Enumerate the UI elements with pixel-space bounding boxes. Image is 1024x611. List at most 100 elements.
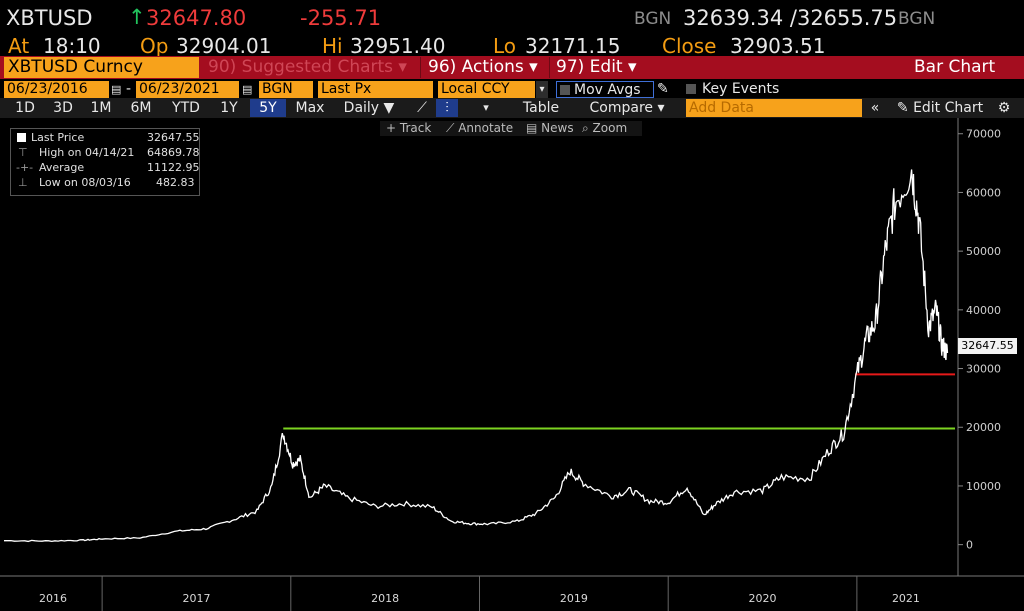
chart-legend: Last Price 32647.55 ⊤ High on 04/14/21 6… — [10, 128, 200, 196]
source-label-left: BGN — [634, 9, 672, 29]
mov-avgs-toggle[interactable]: Mov Avgs — [556, 81, 654, 98]
legend-high-label: High on 04/14/21 — [39, 146, 135, 159]
legend-last-price-label: Last Price — [31, 131, 85, 144]
legend-high-value: 64869.78 — [147, 146, 200, 159]
news-icon: ▤ — [526, 121, 542, 135]
ticker-symbol: XBTUSD — [6, 6, 93, 30]
edit-chart-button[interactable]: ✎ Edit Chart — [890, 99, 990, 117]
news-tool[interactable]: ▤ News — [526, 121, 574, 136]
checkbox-icon — [686, 84, 696, 94]
end-date-field[interactable]: 06/23/2021 — [136, 81, 239, 98]
y-tick-label: 70000 — [966, 128, 1001, 141]
gear-icon[interactable]: ⚙ — [997, 100, 1011, 116]
crosshair-icon: + — [386, 121, 400, 135]
track-tool[interactable]: + Track — [386, 121, 431, 136]
range-button-1y[interactable]: 1Y — [220, 100, 238, 116]
annotate-label: Annotate — [458, 121, 514, 135]
range-button-max[interactable]: Max — [295, 100, 325, 116]
y-tick-label: 0 — [966, 539, 973, 552]
field-selector[interactable]: Last Px — [318, 81, 433, 98]
key-events-label: Key Events — [702, 81, 780, 97]
range-button-1m[interactable]: 1M — [90, 100, 112, 116]
x-tick-label: 2021 — [892, 592, 920, 605]
legend-average-value: 11122.95 — [147, 161, 200, 174]
currency-field[interactable]: Local CCY — [438, 81, 535, 98]
range-button-6m[interactable]: 6M — [130, 100, 152, 116]
style-dropdown-icon[interactable]: ▾ — [483, 101, 489, 114]
legend-low-value: 482.83 — [156, 176, 195, 189]
pencil-icon: ✎ — [896, 100, 914, 116]
key-events-toggle[interactable]: Key Events — [686, 81, 779, 98]
y-tick-label: 50000 — [966, 245, 1001, 258]
chart-type-label: Bar Chart — [914, 57, 996, 77]
y-tick-label: 40000 — [966, 304, 1001, 317]
chart-tools-bar — [380, 121, 642, 136]
low-marker-icon: ⊥ — [18, 176, 28, 189]
track-label: Track — [399, 121, 432, 135]
at-label: At — [8, 34, 30, 58]
command-bar — [0, 56, 1024, 79]
zoom-tool[interactable]: ⌕ Zoom — [582, 121, 627, 136]
open-label: Op — [140, 34, 169, 58]
y-tick-label: 10000 — [966, 480, 1001, 493]
x-tick-label: 2017 — [182, 592, 210, 605]
security-field[interactable]: XBTUSD Curncy — [4, 57, 199, 78]
legend-average-label: Average — [39, 161, 85, 174]
calendar-icon[interactable]: ▤ — [111, 83, 122, 96]
price-chart[interactable]: 0 10000 20000 30000 40000 50000 60000 70000 201… — [0, 118, 1024, 611]
line-chart-icon[interactable]: ⟋ — [417, 100, 427, 116]
range-button-5y[interactable]: 5Y — [250, 99, 286, 117]
pencil-icon[interactable]: ✎ — [657, 81, 669, 97]
price-change: -255.71 — [300, 6, 382, 30]
high-label: Hi — [322, 34, 343, 58]
high-marker-icon: ⊤ — [18, 146, 28, 159]
open-value: 32904.01 — [176, 34, 272, 58]
annotate-tool[interactable]: ⟋ Annotate — [446, 121, 513, 136]
legend-low-label: Low on 08/03/16 — [39, 176, 131, 189]
edit-menu[interactable]: 97) Edit ▾ — [556, 57, 637, 77]
range-button-3d[interactable]: 3D — [53, 100, 73, 116]
low-value: 32171.15 — [525, 34, 621, 58]
up-arrow-icon: ↑ — [128, 5, 146, 29]
table-button[interactable]: Table — [522, 100, 560, 116]
x-tick-label: 2018 — [371, 592, 399, 605]
compare-dropdown[interactable]: Compare ▾ — [589, 100, 665, 116]
range-button-1d[interactable]: 1D — [15, 100, 35, 116]
news-label: News — [541, 121, 574, 135]
suggested-charts-menu[interactable]: 90) Suggested Charts ▾ — [208, 57, 407, 77]
y-tick-label: 20000 — [966, 421, 1001, 434]
y-tick-label: 30000 — [966, 363, 1001, 376]
x-tick-label: 2020 — [749, 592, 777, 605]
add-data-input[interactable]: Add Data — [686, 99, 862, 117]
close-label: Close — [662, 34, 717, 58]
average-marker-icon: -+- — [16, 161, 34, 174]
calendar-icon[interactable]: ▤ — [242, 83, 253, 96]
mov-avgs-label: Mov Avgs — [574, 82, 641, 98]
x-tick-label: 2016 — [39, 592, 67, 605]
legend-swatch — [17, 133, 26, 142]
bid-ask: 32639.34 /32655.75 — [683, 6, 898, 30]
annotate-icon: ⟋ — [446, 121, 459, 135]
bar-style-icon[interactable]: ⫶ — [436, 99, 458, 117]
checkbox-icon — [560, 85, 570, 95]
high-value: 32951.40 — [350, 34, 446, 58]
frequency-dropdown[interactable]: Daily ▼ — [343, 100, 395, 116]
low-label: Lo — [493, 34, 517, 58]
currency-dropdown-icon[interactable]: ▾ — [536, 81, 548, 98]
x-tick-label: 2019 — [560, 592, 588, 605]
legend-last-price-value: 32647.55 — [147, 131, 200, 144]
y-tick-label: 60000 — [966, 186, 1001, 199]
price-series-line — [4, 169, 949, 543]
collapse-icon[interactable]: « — [870, 100, 880, 116]
actions-menu[interactable]: 96) Actions ▾ — [428, 57, 538, 77]
source-field[interactable]: BGN — [259, 81, 313, 98]
zoom-label: Zoom — [592, 121, 628, 135]
at-value: 18:10 — [43, 34, 101, 58]
source-label-right: BGN — [898, 9, 936, 29]
quote-header — [0, 0, 1024, 56]
range-button-ytd[interactable]: YTD — [172, 100, 200, 116]
close-value: 32903.51 — [730, 34, 826, 58]
zoom-icon: ⌕ — [582, 121, 593, 135]
start-date-field[interactable]: 06/23/2016 — [4, 81, 109, 98]
edit-chart-label: Edit Chart — [913, 100, 984, 116]
